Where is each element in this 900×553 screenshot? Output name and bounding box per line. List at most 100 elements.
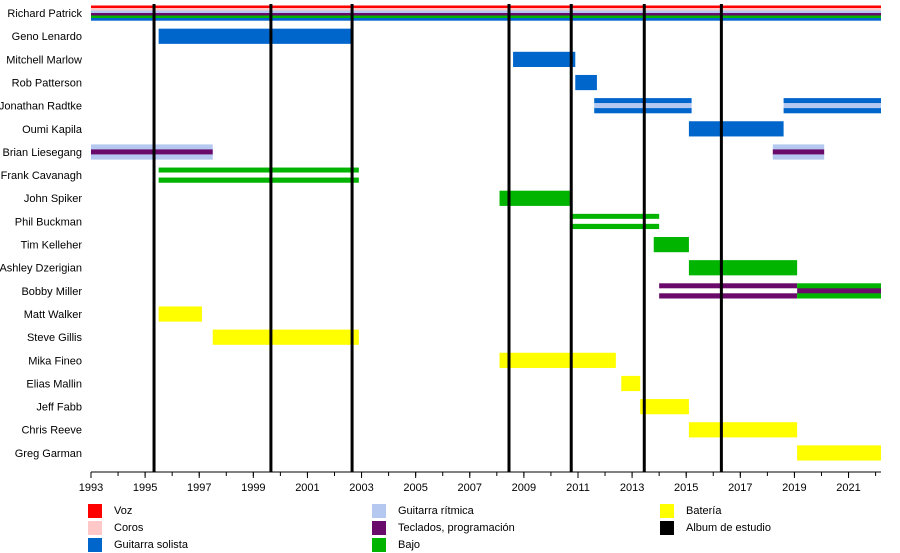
bar-stripe	[783, 108, 881, 114]
member-bar	[797, 445, 881, 461]
member-label: Greg Garman	[15, 448, 82, 460]
member-label: Richard Patrick	[7, 8, 82, 20]
member-bar	[499, 190, 570, 206]
tick-label: 2001	[295, 482, 319, 494]
member-bar	[499, 352, 616, 368]
bar-stripe	[659, 283, 798, 289]
bar-stripe	[91, 5, 881, 9]
bar-stripe	[772, 144, 825, 150]
member-label: Phil Buckman	[15, 216, 82, 228]
bar-stripe	[640, 399, 689, 415]
tick-label: 2021	[836, 482, 860, 494]
bar-stripe	[158, 306, 202, 322]
tick-label: 1995	[133, 482, 157, 494]
legend-swatch	[372, 521, 386, 535]
album-lines	[152, 4, 723, 472]
bar-stripe	[158, 167, 359, 173]
tick-label: 2011	[566, 482, 590, 494]
legend-item: Batería	[660, 503, 721, 519]
member-label: Tim Kelleher	[21, 240, 83, 252]
bar-stripe	[659, 288, 798, 294]
member-label: Brian Liesegang	[2, 147, 82, 159]
tick-label: 2015	[674, 482, 698, 494]
legend-item: Coros	[88, 520, 143, 536]
legend-swatch	[660, 504, 674, 518]
legend-item: Guitarra rítmica	[372, 503, 474, 519]
bar-stripe	[513, 51, 576, 67]
legend-item: Teclados, programación	[372, 520, 515, 536]
legend-label: Guitarra solista	[114, 539, 188, 551]
bar-stripe	[91, 149, 213, 155]
bar-stripe	[91, 18, 881, 21]
bar-stripe	[797, 445, 881, 461]
bar-stripe	[653, 237, 689, 253]
x-axis: 1993 1995 1997 1999 2001 2003 2005 2007 2009 2011…	[79, 471, 881, 494]
tick-label: 1997	[187, 482, 211, 494]
member-bar	[783, 98, 881, 114]
legend-swatch	[372, 504, 386, 518]
bar-stripe	[158, 28, 353, 44]
tick-label: 1993	[79, 482, 103, 494]
member-label: Mitchell Marlow	[6, 54, 82, 66]
bar-stripe	[688, 121, 784, 137]
bar-stripe	[621, 375, 641, 392]
legend-swatch	[88, 521, 102, 535]
legend-swatch	[88, 504, 102, 518]
member-bar	[688, 422, 798, 438]
legend: Voz Coros Guitarra solista Guitarra rítmica…	[0, 500, 900, 553]
member-label: Jonathan Radtke	[0, 101, 82, 113]
bar-stripe	[569, 218, 660, 225]
tick-label: 2007	[458, 482, 482, 494]
member-bar	[688, 121, 784, 137]
bar-stripe	[797, 293, 881, 299]
timeline-chart: Richard Patrick Geno Lenardo Mitchell Marl…	[0, 4, 881, 494]
bar-stripe	[783, 98, 881, 104]
legend-item: Bajo	[372, 537, 420, 553]
legend-item: Guitarra solista	[88, 537, 188, 553]
legend-label: Teclados, programación	[398, 522, 515, 534]
member-bar	[688, 260, 798, 276]
bar-stripe	[212, 329, 359, 345]
bar-stripe	[797, 288, 881, 294]
legend-swatch	[660, 521, 674, 535]
member-label: Rob Patterson	[12, 77, 82, 89]
member-bar	[659, 283, 798, 299]
legend-label: Batería	[686, 505, 722, 517]
member-label: Oumi Kapila	[22, 124, 83, 136]
bar-stripe	[91, 8, 881, 11]
bar-stripe	[569, 223, 660, 230]
member-bar	[621, 375, 641, 392]
member-label: Jeff Fabb	[36, 402, 82, 414]
member-label: Matt Walker	[24, 309, 83, 321]
member-label: Mika Fineo	[28, 355, 82, 367]
legend-label: Bajo	[398, 539, 421, 551]
bar-stripe	[783, 103, 881, 109]
member-label: John Spiker	[24, 193, 82, 205]
member-bar	[772, 144, 825, 160]
bar-stripe	[797, 283, 881, 289]
member-bar	[158, 28, 353, 44]
member-bar	[158, 306, 202, 322]
member-bar	[158, 167, 359, 183]
tick-label: 1999	[241, 482, 265, 494]
tick-label: 2005	[403, 482, 427, 494]
member-bar	[91, 144, 213, 160]
member-bar	[513, 51, 576, 67]
bar-stripe	[91, 13, 881, 16]
tick-label: 2003	[349, 482, 373, 494]
member-bar	[640, 399, 689, 415]
bar-stripe	[569, 213, 660, 220]
legend-label: Album de estudio	[686, 522, 771, 534]
member-labels: Richard Patrick Geno Lenardo Mitchell Marl…	[0, 8, 83, 460]
member-label: Geno Lenardo	[12, 31, 82, 43]
member-label: Frank Cavanagh	[1, 170, 82, 182]
legend-item: Voz	[88, 503, 132, 519]
legend-label: Voz	[114, 505, 133, 517]
tick-label: 2013	[620, 482, 644, 494]
legend-swatch	[88, 538, 102, 552]
bar-stripe	[91, 15, 881, 19]
legend-item: Album de estudio	[660, 520, 771, 536]
member-bar	[575, 74, 597, 91]
bar-stripe	[158, 172, 359, 178]
bar-stripe	[659, 293, 798, 299]
